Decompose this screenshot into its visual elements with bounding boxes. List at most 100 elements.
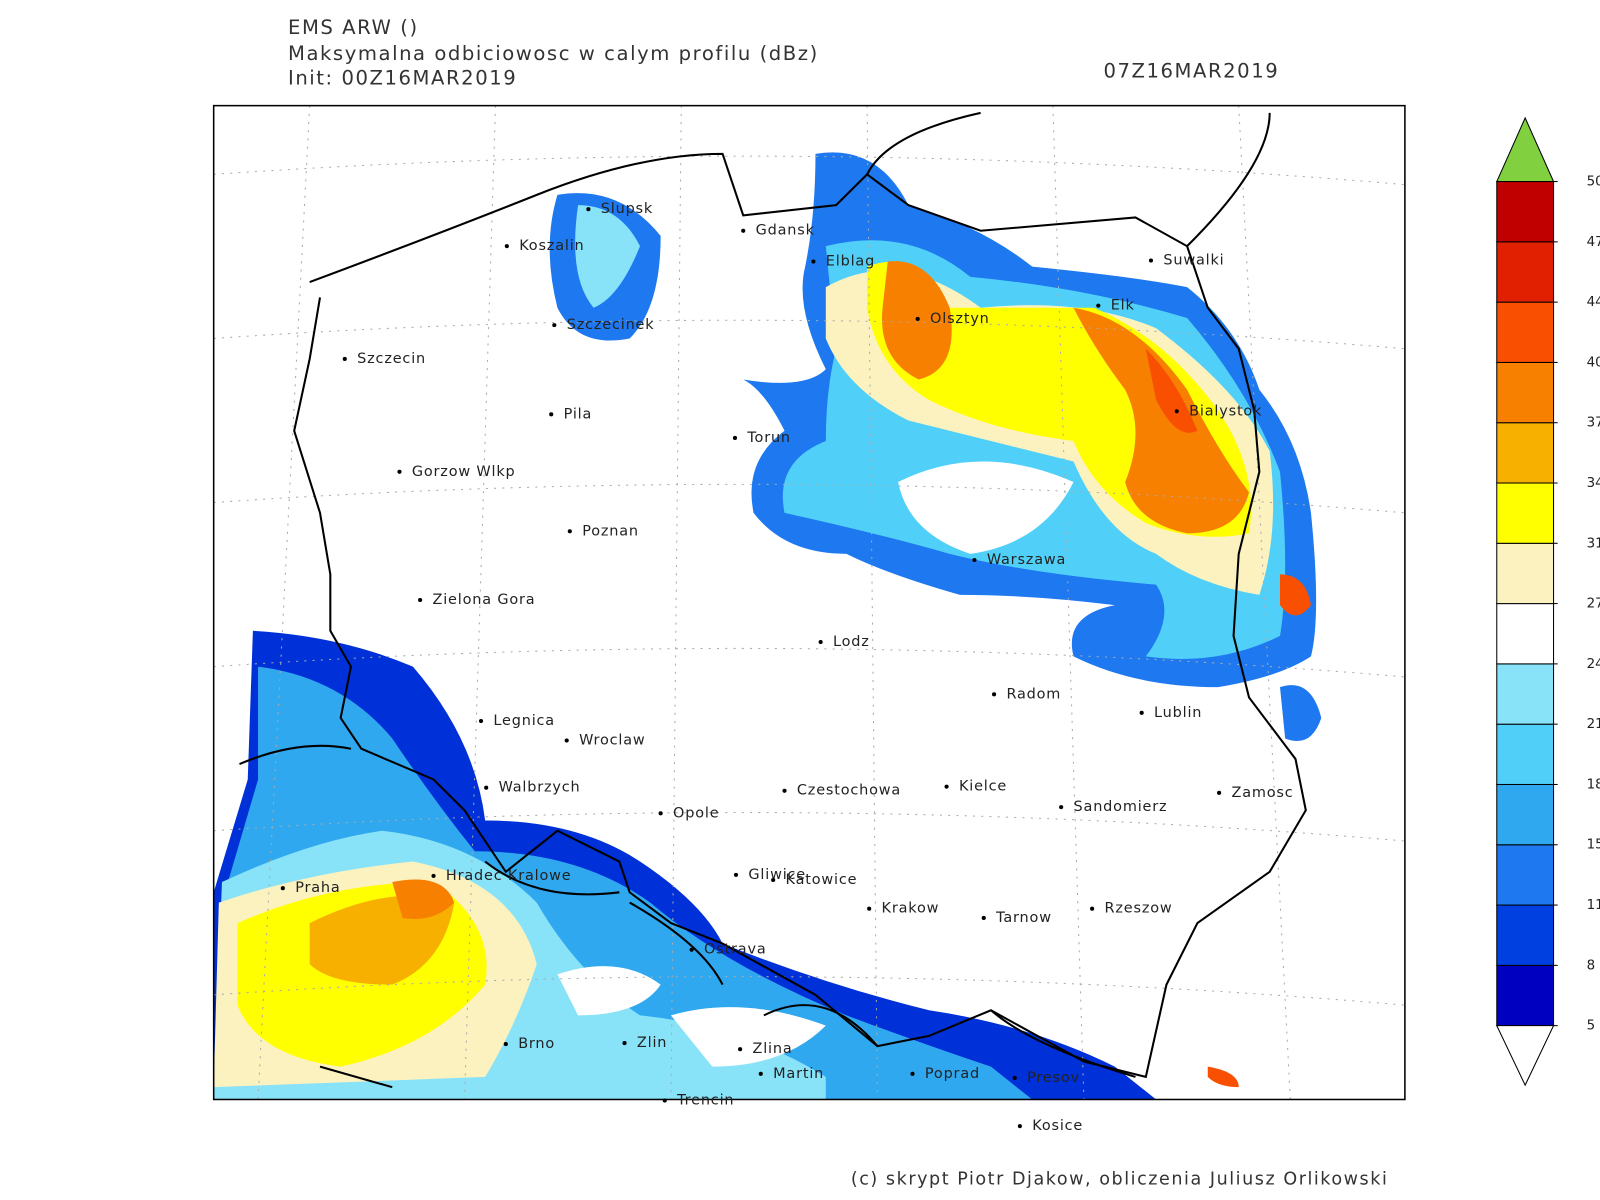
city-marker: [1148, 258, 1154, 263]
colorbar-swatch: [1496, 663, 1555, 725]
colorbar: 5 8 11 15 18 21 24 27 31 34 37 40 44 47 50: [1495, 116, 1600, 1087]
colorbar-label: 44: [1587, 295, 1600, 310]
city-marker: [771, 877, 776, 883]
city-marker: [758, 1071, 763, 1076]
city-label: Radom: [1006, 686, 1061, 702]
city-label: Poprad: [925, 1066, 980, 1082]
city-marker: [732, 435, 738, 440]
city-label: Lublin: [1154, 705, 1202, 721]
city-label: Suwalki: [1163, 253, 1224, 269]
city-label: Poznan: [582, 523, 639, 539]
city-marker: [944, 784, 949, 789]
city-marker: [1174, 409, 1179, 414]
credit: (c) skrypt Piotr Djakow, obliczenia Juli…: [851, 1170, 1389, 1190]
city-label: Katowice: [786, 872, 858, 888]
city-label: Opole: [673, 805, 719, 821]
city-marker: [431, 873, 436, 878]
init-time: Init: 00Z16MAR2019: [288, 67, 517, 90]
city-label: Martin: [773, 1066, 824, 1082]
borders: [239, 111, 1307, 1089]
city-label: Zamosc: [1231, 785, 1293, 801]
city-marker: [397, 469, 402, 474]
colorbar-label: 27: [1587, 597, 1600, 612]
city-label: Legnica: [493, 713, 555, 729]
city-marker: [342, 356, 347, 362]
city-marker: [478, 718, 484, 724]
precip-field: [213, 152, 1322, 1100]
city-marker: [811, 259, 816, 264]
colorbar-label: 24: [1587, 657, 1600, 672]
colorbar-swatch: [1496, 844, 1555, 906]
city-label: Gdansk: [756, 223, 815, 239]
colorbar-label: 8: [1587, 958, 1596, 973]
city-label: Bialystok: [1189, 403, 1262, 419]
colorbar-label: 15: [1587, 838, 1600, 853]
colorbar-swatch: [1496, 361, 1555, 424]
colorbar-swatch: [1496, 301, 1555, 363]
city-marker: [567, 529, 572, 534]
city-marker: [689, 947, 694, 952]
valid-time: 07Z16MAR2019: [1103, 59, 1279, 82]
city-label: Trencin: [676, 1093, 734, 1109]
city-marker: [972, 557, 977, 563]
city-label: Koszalin: [519, 238, 584, 254]
city-label: Kosice: [1032, 1118, 1083, 1134]
city-marker: [915, 316, 920, 322]
field-title: Maksymalna odbiciowosc w calym profilu (…: [288, 42, 819, 65]
city-marker: [622, 1041, 627, 1046]
colorbar-label: 40: [1587, 355, 1600, 370]
city-marker: [1217, 790, 1222, 795]
city-label: Elk: [1111, 298, 1135, 314]
city-layer: Slupsk Koszalin Gdansk Elblag Suwalki Elk Olsz…: [280, 201, 1293, 1134]
city-marker: [1090, 906, 1095, 911]
colorbar-swatch: [1496, 904, 1555, 966]
city-label: Szczecin: [357, 351, 426, 367]
colorbar-swatch: [1496, 964, 1555, 1027]
city-marker: [1139, 710, 1144, 715]
city-label: Zielona Gora: [433, 592, 536, 608]
colorbar-label: 31: [1587, 536, 1600, 551]
colorbar-over: [1495, 116, 1555, 183]
city-label: Zlin: [637, 1035, 667, 1051]
city-label: Czestochowa: [797, 783, 901, 799]
city-marker: [280, 886, 285, 891]
city-marker: [1012, 1075, 1017, 1080]
model-title: EMS ARW (): [288, 16, 419, 39]
colorbar-label: 50: [1587, 175, 1600, 190]
city-label: Slupsk: [601, 201, 653, 217]
city-marker: [910, 1071, 915, 1076]
city-label: Ostrava: [704, 942, 767, 958]
city-marker: [992, 692, 997, 697]
city-label: Tarnow: [995, 910, 1052, 926]
colorbar-label: 34: [1587, 476, 1600, 491]
city-label: Presov: [1027, 1070, 1080, 1086]
city-marker: [504, 244, 509, 249]
colorbar-label: 5: [1587, 1019, 1596, 1034]
city-marker: [782, 788, 787, 793]
colorbar-swatch: [1496, 603, 1555, 665]
city-label: Wroclaw: [579, 733, 645, 749]
city-label: Elblag: [826, 254, 875, 270]
city-label: Szczecinek: [567, 317, 655, 333]
city-label: Sandomierz: [1074, 799, 1168, 815]
map-area: [213, 105, 1405, 1100]
city-label: Gliwice: [748, 867, 806, 883]
city-marker: [658, 811, 663, 816]
colorbar-label: 18: [1587, 777, 1600, 792]
city-marker: [1059, 805, 1064, 810]
city-label: Kielce: [959, 779, 1007, 795]
colorbar-under: [1495, 1025, 1555, 1087]
colorbar-swatch: [1496, 482, 1555, 544]
colorbar-swatch: [1496, 723, 1555, 785]
colorbar-label: 11: [1587, 898, 1600, 913]
city-marker: [662, 1098, 667, 1103]
city-marker: [981, 915, 986, 920]
city-label: Zlina: [753, 1041, 793, 1057]
city-marker: [564, 738, 569, 743]
city-marker: [818, 640, 823, 645]
city-marker: [1017, 1124, 1022, 1129]
city-marker: [552, 323, 557, 328]
colorbar-swatch: [1496, 783, 1555, 846]
city-label: Pila: [564, 406, 593, 422]
